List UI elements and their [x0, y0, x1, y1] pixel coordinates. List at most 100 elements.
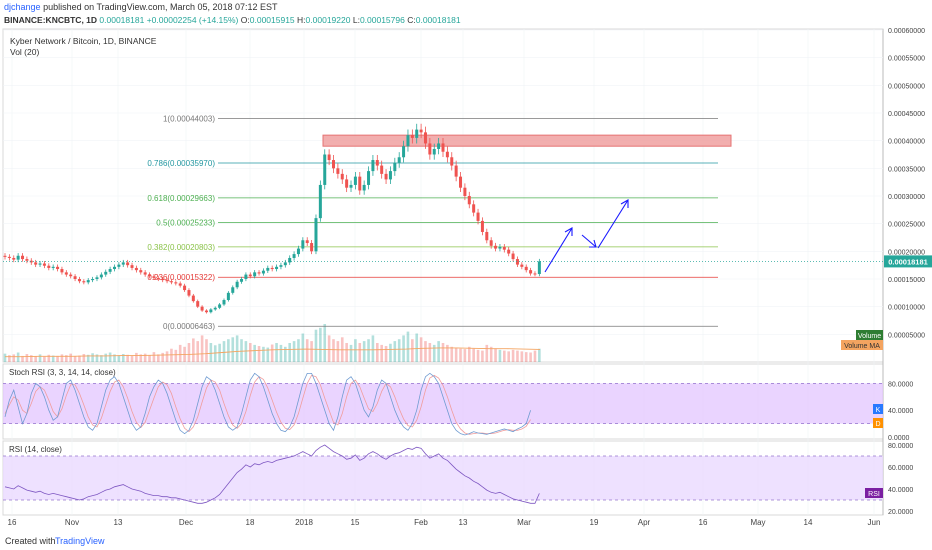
- projection-arrows[interactable]: [544, 199, 629, 273]
- volume-bar: [349, 344, 353, 362]
- rsi-tick-label: 40.0000: [888, 487, 913, 494]
- time-axis[interactable]: 16 Nov 13 Dec 18 2018 15 Feb 13 Mar 19 Apr 16 May 14 Ju…: [8, 518, 881, 527]
- candle-body: [218, 304, 222, 308]
- candle-body: [143, 272, 147, 275]
- candle-body: [77, 279, 81, 282]
- volume-bar: [489, 346, 493, 362]
- time-tick-label: May: [750, 518, 765, 527]
- time-tick-label: 13: [459, 518, 468, 527]
- candle-body: [169, 281, 173, 283]
- price-axis[interactable]: 0.00060000 0.00055000 0.00050000 0.00045000…: [888, 28, 925, 339]
- volume-bar: [406, 331, 410, 362]
- volume-bar: [56, 355, 59, 362]
- candle-body: [12, 257, 16, 260]
- time-tick-label: 14: [804, 518, 813, 527]
- candle-body: [82, 281, 86, 283]
- volume-bar: [196, 341, 200, 362]
- arrow-up-2: [597, 199, 629, 249]
- candle-body: [310, 243, 314, 252]
- high-label: H:: [297, 15, 306, 25]
- volume-bar: [358, 343, 362, 362]
- candle-body: [393, 162, 397, 172]
- candle-body: [25, 259, 29, 261]
- fib-level-label: 0.5(0.00025233): [156, 218, 215, 227]
- volume-bar: [319, 327, 322, 362]
- time-tick-label: 15: [351, 518, 360, 527]
- candle-body: [3, 255, 7, 257]
- volume-bar: [25, 354, 29, 362]
- fibonacci-retracement[interactable]: 1(0.00044003) 0.786(0.00035970) 0.618(0.00…: [147, 115, 718, 332]
- symbol-line: BINANCE:KNCBTC, 1D 0.00018181 +0.0000225…: [0, 14, 932, 27]
- price-tick-label: 0.00030000: [888, 194, 925, 201]
- volume-bar: [104, 353, 108, 362]
- candle-body: [165, 280, 169, 282]
- volume-ma-line: [5, 347, 541, 358]
- volume-bar: [446, 344, 449, 362]
- rsi-axis: 80.0000 60.0000 40.0000 20.0000: [888, 443, 913, 516]
- candle-body: [397, 157, 401, 163]
- stoch-title: Stoch RSI (3, 3, 14, 14, close): [9, 368, 116, 377]
- resistance-zone[interactable]: [322, 134, 732, 147]
- candle-body: [213, 307, 217, 310]
- volume-bar: [113, 354, 116, 362]
- tradingview-logo[interactable]: TradingView: [55, 536, 105, 546]
- rsi-tag-bg: [865, 488, 883, 498]
- candle-body: [231, 287, 235, 293]
- volume-bar: [174, 349, 178, 362]
- arrow-head-1-icon: [564, 227, 573, 236]
- candle-body: [226, 292, 230, 301]
- time-tick-label: Jun: [868, 518, 881, 527]
- candle-body: [292, 254, 296, 258]
- candle-body: [485, 231, 489, 241]
- candle-body: [222, 300, 226, 305]
- volume-bar: [253, 344, 256, 362]
- candle-body: [16, 255, 20, 260]
- candle-body: [183, 285, 187, 291]
- stoch-tick-label: 40.0000: [888, 408, 913, 415]
- volume-bar: [130, 355, 134, 362]
- candle-body: [415, 129, 419, 138]
- candle-body: [51, 266, 55, 268]
- time-tick-label: 19: [590, 518, 599, 527]
- candle-body: [7, 256, 11, 258]
- volume-bar: [200, 335, 204, 362]
- publish-line: djchange published on TradingView.com, M…: [0, 0, 932, 14]
- price-pane[interactable]: [2, 28, 884, 363]
- candle-body: [537, 261, 541, 275]
- symbol-name: BINANCE:KNCBTC, 1D: [4, 15, 98, 25]
- arrow-head-3-icon: [620, 199, 629, 208]
- candle-body: [463, 187, 467, 196]
- candle-body: [47, 265, 51, 268]
- candle-body: [200, 306, 204, 311]
- fib-level-label: 0.618(0.00029663): [147, 194, 215, 203]
- candle-body: [450, 157, 454, 166]
- candle-body: [117, 264, 121, 267]
- candle-body: [502, 246, 506, 250]
- volume-bar: [231, 337, 235, 362]
- candle-body: [91, 279, 95, 281]
- volume-bar: [389, 343, 392, 362]
- candle-body: [515, 259, 519, 265]
- candle-body: [64, 272, 68, 275]
- price-tick-label: 0.00045000: [888, 111, 925, 118]
- open-label: O:: [240, 15, 250, 25]
- volume-bar: [165, 351, 169, 362]
- author-link[interactable]: djchange: [4, 2, 41, 12]
- volume-bar: [34, 356, 37, 362]
- candle-body: [345, 179, 349, 188]
- x-grid: [11, 29, 875, 515]
- volume-tag-bg: [856, 330, 883, 340]
- candle-body: [21, 255, 25, 260]
- candle-body: [524, 266, 528, 271]
- volume-bar: [60, 354, 64, 362]
- rsi-tick-label: 60.0000: [888, 465, 913, 472]
- price-tick-label: 0.00020000: [888, 249, 925, 256]
- candle-body: [86, 280, 90, 283]
- volume-bar: [117, 355, 121, 362]
- close-value: 0.00018181: [415, 15, 461, 25]
- volume-bar: [86, 354, 90, 362]
- candle-body: [60, 269, 64, 273]
- candle-body: [467, 196, 471, 205]
- chart-canvas[interactable]: Kyber Network / Bitcoin, 1D, BINANCE Vol…: [0, 27, 932, 532]
- candle-body: [318, 184, 322, 219]
